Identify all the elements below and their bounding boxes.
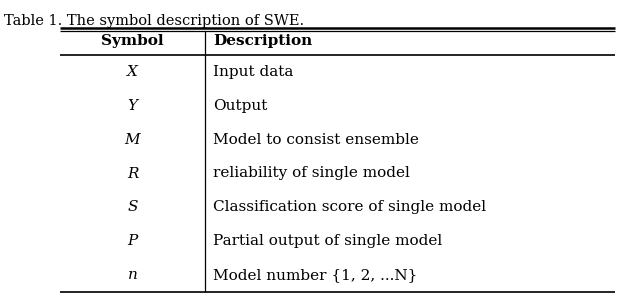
Text: reliability of single model: reliability of single model (213, 167, 410, 181)
Text: Partial output of single model: Partial output of single model (213, 234, 442, 248)
Text: Classification score of single model: Classification score of single model (213, 200, 486, 214)
Text: Output: Output (213, 99, 267, 113)
Text: Symbol: Symbol (101, 34, 164, 49)
Text: P: P (127, 234, 138, 248)
Text: Description: Description (213, 34, 312, 49)
Text: Table 1. The symbol description of SWE.: Table 1. The symbol description of SWE. (4, 14, 304, 28)
Text: Model to consist ensemble: Model to consist ensemble (213, 133, 419, 147)
Text: Model number {1, 2, ...N}: Model number {1, 2, ...N} (213, 268, 417, 282)
Text: S: S (127, 200, 138, 214)
Text: Y: Y (128, 99, 138, 113)
Text: R: R (126, 167, 138, 181)
Text: M: M (125, 133, 140, 147)
Text: Input data: Input data (213, 65, 293, 79)
Text: X: X (127, 65, 138, 79)
Text: n: n (128, 268, 138, 282)
